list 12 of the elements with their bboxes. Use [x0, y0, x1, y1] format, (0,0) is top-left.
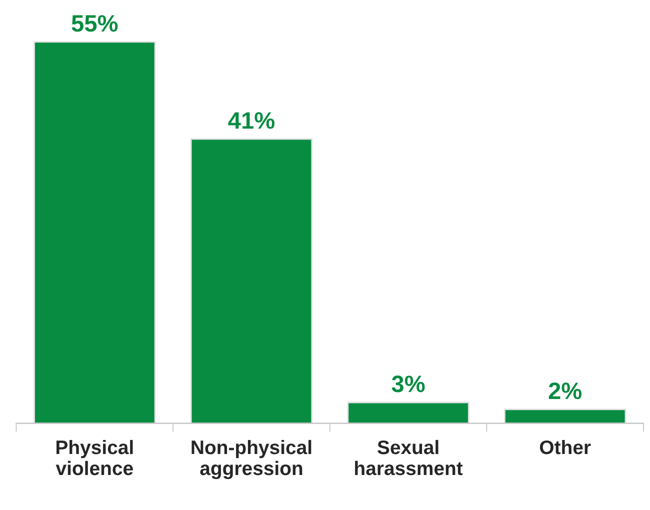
bar — [347, 402, 470, 424]
x-tick-label: Other — [540, 440, 591, 454]
data-label: 55% — [72, 15, 118, 32]
bar — [190, 138, 313, 424]
x-tick-label: Physical violence — [56, 440, 133, 476]
bar — [34, 41, 156, 424]
x-tick-label: Non-physical aggression — [192, 440, 312, 480]
x-tick-label: Sexual harassment — [355, 440, 463, 476]
bar — [504, 408, 626, 424]
data-label: 3% — [392, 376, 425, 392]
data-label: 41% — [228, 112, 274, 129]
data-label: 2% — [548, 382, 582, 400]
